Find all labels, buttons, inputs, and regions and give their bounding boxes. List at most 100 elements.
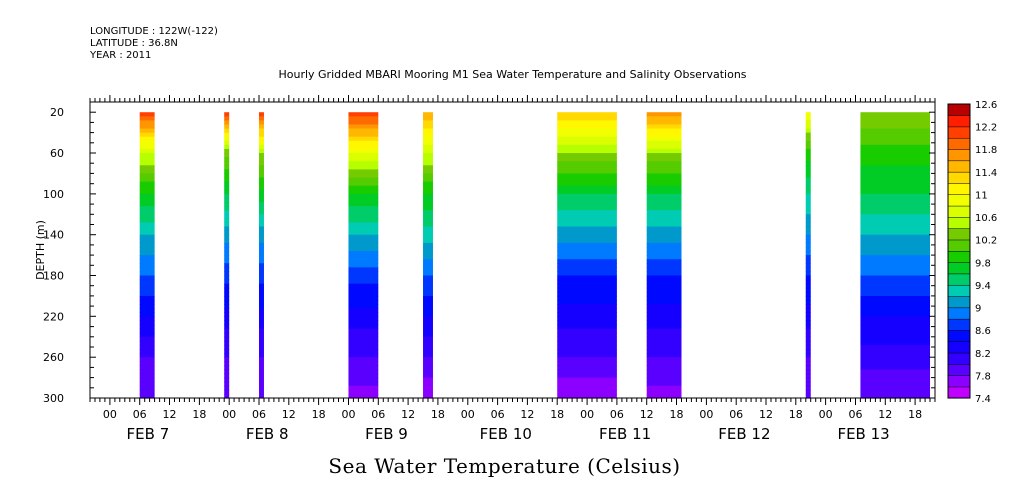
temperature-cell	[423, 132, 433, 138]
colorbar-band	[947, 160, 971, 173]
temperature-cell	[646, 124, 682, 130]
temperature-cell	[805, 165, 811, 170]
temperature-cell	[423, 112, 433, 117]
x-tick-label: 18	[908, 408, 922, 421]
temperature-cell	[139, 218, 155, 224]
temperature-cell	[557, 161, 617, 166]
temperature-cell	[348, 291, 379, 297]
colorbar-label: 10.2	[975, 236, 997, 247]
temperature-cell	[557, 157, 617, 162]
temperature-cell	[224, 381, 230, 387]
temperature-cell	[860, 230, 931, 236]
y-tick-label: 140	[43, 229, 64, 242]
temperature-cell	[259, 132, 264, 138]
temperature-cell	[348, 259, 379, 264]
temperature-cell	[224, 226, 230, 232]
temperature-cell	[557, 153, 617, 158]
temperature-cell	[423, 340, 433, 346]
temperature-cell	[348, 144, 379, 150]
data-segment	[259, 112, 264, 399]
day-label: FEB 11	[599, 425, 651, 443]
colorbar-label: 9	[975, 304, 981, 315]
temperature-cell	[860, 385, 931, 391]
colorbar-band	[947, 126, 971, 139]
temperature-cell	[139, 206, 155, 211]
temperature-cell	[259, 312, 264, 317]
temperature-cell	[423, 173, 433, 179]
temperature-cell	[259, 140, 264, 146]
temperature-cell	[860, 202, 931, 207]
temperature-cell	[646, 369, 682, 375]
temperature-cell	[860, 344, 931, 350]
temperature-cell	[557, 116, 617, 121]
temperature-cell	[557, 291, 617, 297]
temperature-cell	[860, 120, 931, 126]
y-tick-label: 220	[43, 310, 64, 323]
temperature-cell	[646, 230, 682, 236]
temperature-cell	[805, 218, 811, 224]
temperature-cell	[423, 251, 433, 256]
temperature-cell	[805, 308, 811, 313]
temperature-cell	[557, 218, 617, 224]
temperature-cell	[224, 165, 230, 170]
temperature-cell	[224, 238, 230, 244]
y-tick-label: 60	[50, 147, 64, 160]
temperature-cell	[423, 246, 433, 252]
y-tick-label: 180	[43, 270, 64, 283]
temperature-cell	[348, 357, 379, 362]
temperature-cell	[423, 202, 433, 207]
temperature-cell	[805, 140, 811, 146]
temperature-cell	[423, 389, 433, 395]
x-tick-label: 00	[461, 408, 475, 421]
temperature-cell	[259, 177, 264, 183]
temperature-cell	[646, 197, 682, 203]
temperature-cell	[423, 320, 433, 326]
temperature-cell	[860, 336, 931, 342]
plot-data-layer	[139, 112, 931, 399]
temperature-cell	[805, 340, 811, 346]
temperature-cell	[646, 222, 682, 228]
temperature-cell	[805, 328, 811, 334]
temperature-cell	[224, 206, 230, 211]
temperature-cell	[860, 234, 931, 240]
temperature-cell	[423, 136, 433, 142]
temperature-cell	[139, 295, 155, 301]
x-tick-label: 00	[819, 408, 833, 421]
temperature-cell	[860, 251, 931, 256]
temperature-cell	[557, 389, 617, 395]
temperature-cell	[557, 120, 617, 126]
temperature-cell	[259, 267, 264, 273]
temperature-cell	[646, 132, 682, 138]
temperature-cell	[259, 259, 264, 264]
day-label: FEB 9	[365, 425, 408, 443]
data-segment	[646, 112, 682, 399]
colorbar-band	[947, 216, 971, 229]
longitude-label: LONGITUDE : 122W(-122)	[90, 26, 218, 37]
temperature-cell	[139, 116, 155, 121]
temperature-cell	[423, 206, 433, 211]
temperature-cell	[646, 291, 682, 297]
temperature-cell	[423, 353, 433, 358]
temperature-cell	[348, 324, 379, 330]
temperature-cell	[646, 332, 682, 338]
temperature-cell	[423, 344, 433, 350]
temperature-cell	[224, 369, 230, 375]
temperature-cell	[646, 271, 682, 277]
temperature-cell	[557, 324, 617, 330]
temperature-cell	[860, 165, 931, 170]
temperature-cell	[348, 320, 379, 326]
temperature-cell	[646, 251, 682, 256]
temperature-cell	[805, 263, 811, 268]
temperature-cell	[646, 263, 682, 268]
colorbar-band	[947, 137, 971, 150]
temperature-cell	[557, 206, 617, 211]
temperature-cell	[224, 140, 230, 146]
temperature-cell	[423, 308, 433, 313]
temperature-cell	[348, 308, 379, 313]
temperature-cell	[139, 271, 155, 277]
temperature-cell	[224, 373, 230, 379]
day-label: FEB 12	[718, 425, 770, 443]
temperature-cell	[259, 189, 264, 195]
temperature-cell	[423, 304, 433, 309]
colorbar-band	[947, 262, 971, 275]
